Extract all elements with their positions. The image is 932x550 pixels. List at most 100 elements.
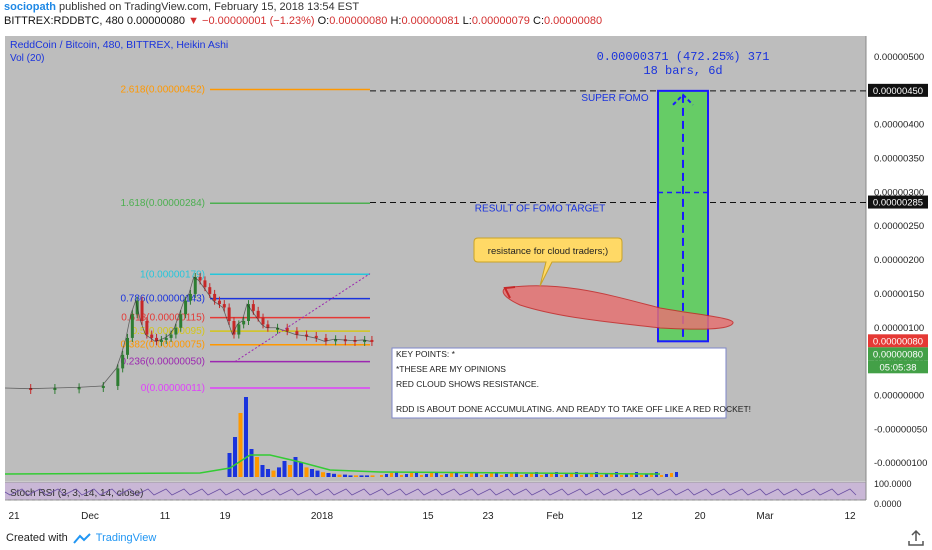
candle	[242, 321, 246, 325]
candle	[363, 339, 367, 342]
volume-bar	[500, 475, 503, 477]
volume-bar	[385, 474, 388, 477]
volume-bar	[288, 465, 292, 477]
candle	[285, 327, 289, 332]
time-tick-label: Mar	[756, 511, 774, 522]
volume-bar	[266, 469, 270, 477]
volume-ma-line	[4, 454, 661, 475]
time-tick-label: Dec	[81, 511, 99, 522]
price-tick-label: 0.00000200	[874, 255, 924, 266]
candle	[251, 304, 255, 311]
volume-bar	[430, 473, 433, 477]
volume-bar	[227, 453, 232, 477]
volume-bar	[315, 470, 320, 477]
chart-title-legend: ReddCoin / Bitcoin, 480, BITTREX, Heikin…	[10, 39, 228, 51]
candle	[314, 335, 318, 338]
candle	[213, 293, 217, 301]
volume-bar	[470, 473, 473, 477]
volume-bar	[233, 437, 237, 477]
chart[interactable]: ReddCoin / Bitcoin, 480, BITTREX, Heikin…	[0, 30, 932, 525]
stoch-tick-label: 100.0000	[874, 479, 912, 489]
candle	[145, 321, 149, 335]
volume-bar	[560, 475, 563, 477]
time-tick-label: 20	[694, 511, 706, 522]
price-badge	[868, 334, 928, 348]
price-badge	[868, 360, 928, 374]
volume-bar	[365, 475, 369, 477]
open-label: O:	[317, 15, 330, 27]
volume-bar	[550, 473, 553, 477]
price-badge	[868, 347, 928, 361]
candle	[150, 334, 154, 338]
tradingview-link[interactable]: TradingView	[95, 532, 157, 544]
candle	[193, 277, 197, 294]
trend-line	[234, 273, 371, 363]
volume-bar	[238, 413, 243, 477]
red-cloud	[502, 285, 734, 330]
candle	[276, 327, 280, 330]
share-icon[interactable]	[906, 528, 928, 548]
time-tick-label: 12	[631, 511, 643, 522]
tradingview-logo-icon	[73, 532, 91, 544]
footer: Created with TradingView	[6, 529, 156, 547]
volume-bar	[435, 472, 438, 477]
callout-shape	[473, 237, 623, 287]
published-text: published on TradingView.com, February 1…	[59, 1, 360, 13]
volume-bar	[670, 473, 673, 477]
volume-bar	[337, 474, 342, 477]
volume-bar	[615, 472, 618, 477]
high-label: H:	[390, 15, 402, 27]
price-tick-label: 0.00000000	[874, 390, 924, 401]
price-tick-label: 0.00000350	[874, 154, 924, 165]
time-tick-label: Feb	[546, 511, 564, 522]
volume-bar	[625, 474, 628, 477]
volume-bar	[304, 467, 309, 477]
price-tick-label: 0.00000100	[874, 323, 924, 334]
price-badge-label: 0.00000450	[873, 86, 923, 97]
candle	[198, 277, 202, 281]
low-value: 0.00000079	[471, 15, 530, 27]
price-line	[4, 276, 371, 390]
key-points-box	[391, 347, 727, 419]
key-point-line: *THESE ARE MY OPINIONS	[396, 364, 506, 374]
volume-bar	[505, 474, 508, 477]
callout-bubble	[473, 237, 623, 287]
volume-bar	[260, 465, 265, 477]
volume-bar	[570, 473, 573, 477]
candle	[261, 317, 265, 325]
author-link[interactable]: sociopath	[4, 1, 56, 13]
volume-bar	[326, 473, 331, 477]
volume-bar	[359, 475, 364, 477]
volume-bar	[675, 472, 678, 477]
candle	[227, 307, 231, 321]
volume-bar	[390, 473, 393, 477]
candle	[203, 280, 207, 288]
candle	[256, 310, 260, 318]
candle	[295, 331, 299, 335]
candle	[169, 334, 173, 338]
volume-bar	[395, 472, 398, 477]
price-tick-label: 0.00000500	[874, 52, 924, 63]
stoch-rsi-line	[4, 488, 857, 496]
volume-bar	[425, 474, 428, 477]
candle	[77, 387, 81, 390]
candle	[159, 339, 163, 342]
created-with-label: Created with	[6, 532, 68, 544]
measure-bars: 18 bars, 6d	[643, 64, 722, 78]
key-point-line: RED CLOUD SHOWS RESISTANCE.	[396, 379, 539, 389]
fib-label: 0.382(0.00000075)	[120, 340, 205, 351]
candle	[101, 385, 105, 388]
volume-bar	[440, 475, 443, 477]
volume-bar	[321, 472, 325, 477]
volume-bar	[620, 475, 623, 477]
volume-bar	[343, 474, 347, 477]
volume-bar	[480, 475, 483, 477]
open-value: 0.00000080	[329, 15, 388, 27]
volume-bar	[590, 473, 593, 477]
candle	[164, 337, 168, 340]
volume-bar	[277, 467, 281, 477]
volume-bar	[650, 473, 653, 477]
candle	[266, 324, 270, 328]
candle	[53, 388, 57, 391]
volume-bar	[255, 457, 259, 477]
